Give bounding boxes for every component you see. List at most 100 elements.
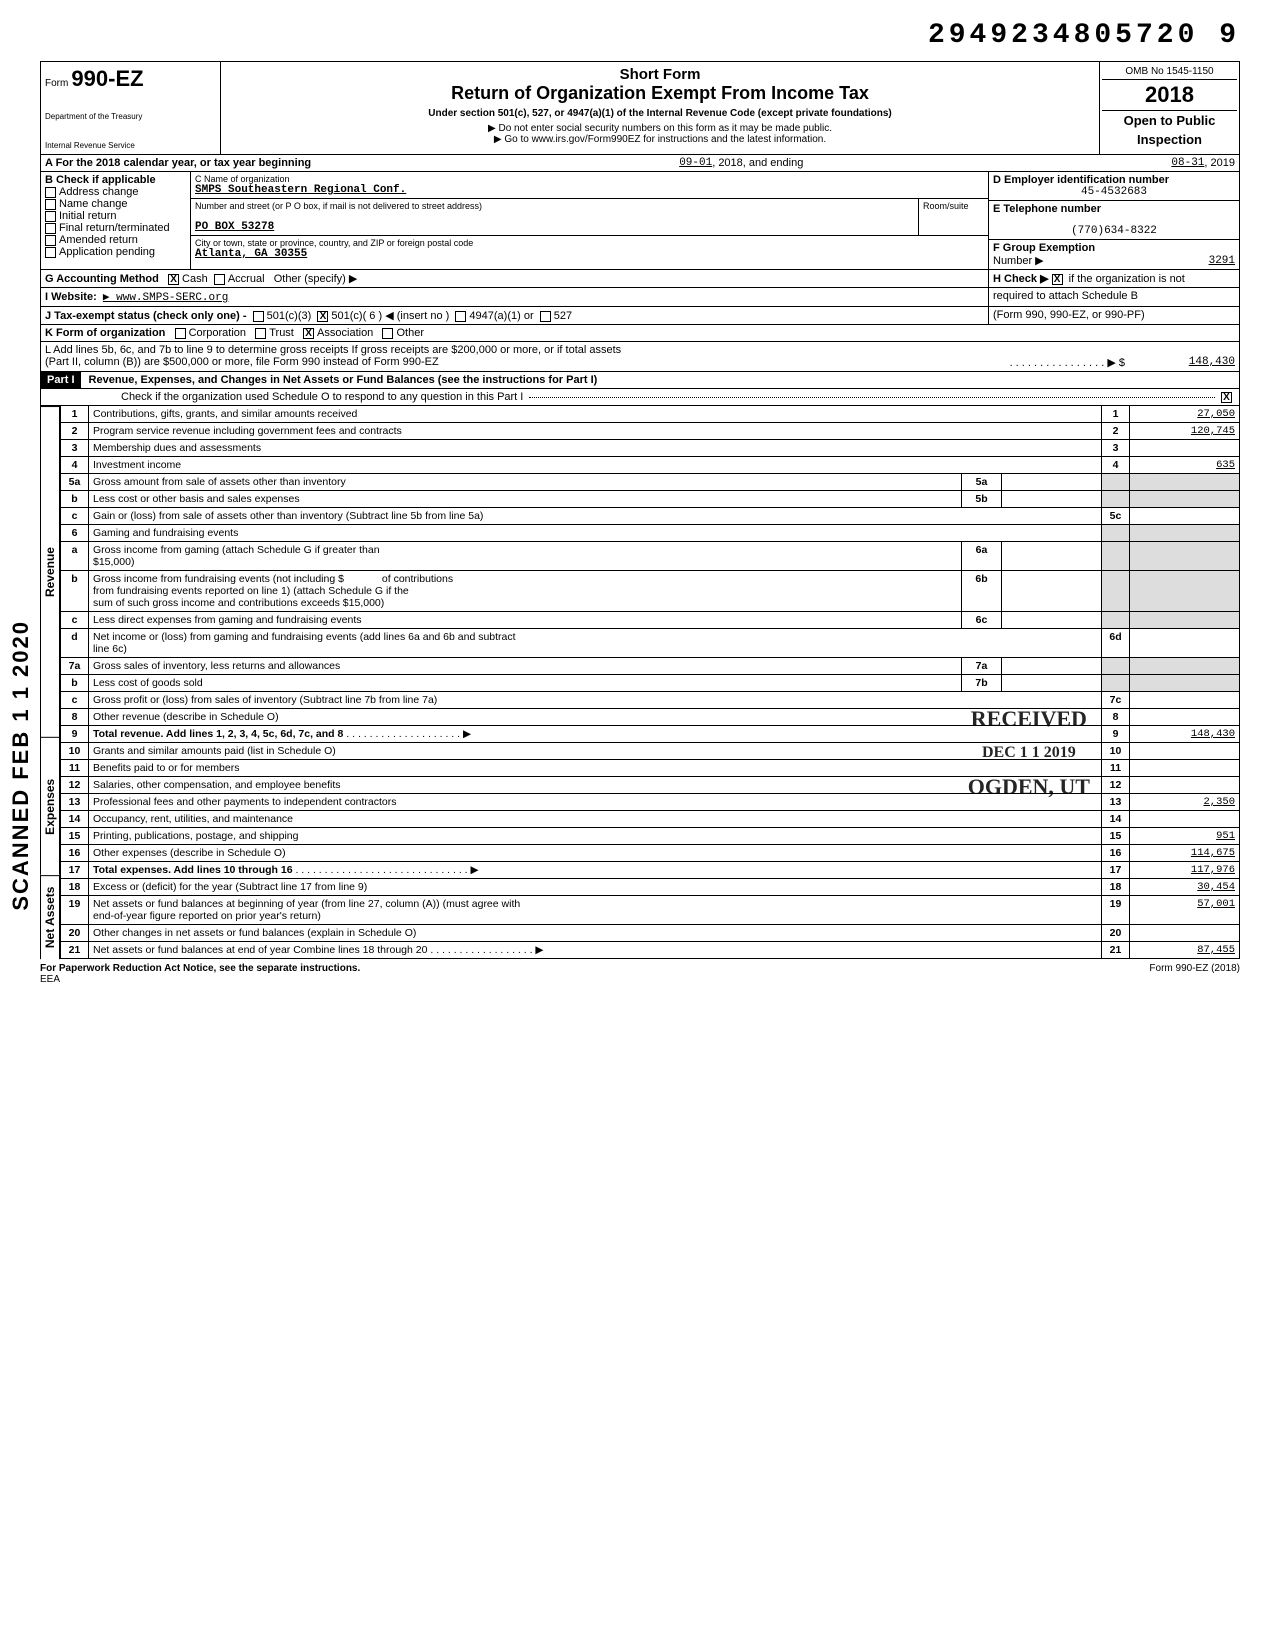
n7a: 7a (61, 658, 89, 675)
l-value: 148,430 (1125, 356, 1235, 369)
chk-amended[interactable] (45, 235, 56, 246)
chk-cash[interactable] (168, 274, 179, 285)
r13: 13 (1102, 794, 1130, 811)
n1: 1 (61, 406, 89, 423)
a20 (1130, 925, 1240, 942)
document-number: 2949234805720 9 (40, 20, 1240, 51)
n20: 20 (61, 925, 89, 942)
t6d2: line 6c) (93, 643, 127, 655)
a-begin: 09-01 (679, 157, 712, 169)
r7c: 7c (1102, 692, 1130, 709)
t6b4: sum of such gross income and contributio… (93, 597, 384, 609)
t16: Other expenses (describe in Schedule O) (93, 847, 286, 859)
b1: Name change (59, 198, 128, 210)
s6b: 6b (962, 571, 1002, 612)
j-a1: 4947(a)(1) or (469, 310, 533, 322)
t21: Net assets or fund balances at end of ye… (93, 944, 427, 956)
r12: 12 (1102, 777, 1130, 794)
k-trust: Trust (269, 327, 294, 339)
r10: 10 (1102, 743, 1130, 760)
t8: Other revenue (describe in Schedule O) (93, 711, 279, 723)
a16: 114,675 (1130, 845, 1240, 862)
t11: Benefits paid to or for members (93, 762, 239, 774)
l-text1: L Add lines 5b, 6c, and 7b to line 9 to … (45, 344, 1235, 356)
chk-accrual[interactable] (214, 274, 225, 285)
f-label: F Group Exemption (993, 242, 1095, 254)
a1: 27,050 (1130, 406, 1240, 423)
t5c: Gain or (loss) from sale of assets other… (93, 510, 483, 522)
n4: 4 (61, 457, 89, 474)
n2: 2 (61, 423, 89, 440)
side-revenue: Revenue (40, 406, 60, 737)
form-label: Form (45, 78, 68, 89)
g-cash: Cash (182, 273, 208, 285)
title-main: Return of Organization Exempt From Incom… (225, 83, 1095, 104)
n16: 16 (61, 845, 89, 862)
t7b: Less cost of goods sold (93, 677, 203, 689)
chk-name[interactable] (45, 199, 56, 210)
s7b: 7b (962, 675, 1002, 692)
t19: Net assets or fund balances at beginning… (93, 898, 520, 910)
chk-501c[interactable] (317, 311, 328, 322)
chk-other-org[interactable] (382, 328, 393, 339)
chk-trust[interactable] (255, 328, 266, 339)
a19: 57,001 (1130, 896, 1240, 925)
ein: 45-4532683 (993, 186, 1235, 198)
t15: Printing, publications, postage, and shi… (93, 830, 298, 842)
k-other: Other (396, 327, 424, 339)
r6d: 6d (1102, 629, 1130, 658)
t7a: Gross sales of inventory, less returns a… (93, 660, 340, 672)
t19b: end-of-year figure reported on prior yea… (93, 910, 321, 922)
chk-h[interactable] (1052, 274, 1063, 285)
s6c: 6c (962, 612, 1002, 629)
n5b: b (61, 491, 89, 508)
r8: 8 (1102, 709, 1130, 726)
n7c: c (61, 692, 89, 709)
chk-assoc[interactable] (303, 328, 314, 339)
t12: Salaries, other compensation, and employ… (93, 779, 340, 791)
n7b: b (61, 675, 89, 692)
b0: Address change (59, 186, 139, 198)
i-label: I Website: (45, 291, 97, 303)
chk-corp[interactable] (175, 328, 186, 339)
n21: 21 (61, 942, 89, 959)
n8: 8 (61, 709, 89, 726)
chk-initial[interactable] (45, 211, 56, 222)
chk-final[interactable] (45, 223, 56, 234)
r15: 15 (1102, 828, 1130, 845)
a4: 635 (1130, 457, 1240, 474)
side-expenses: Expenses (40, 737, 60, 875)
s5a: 5a (962, 474, 1002, 491)
s7a: 7a (962, 658, 1002, 675)
b4: Amended return (59, 234, 138, 246)
group-exemption: 3291 (1095, 255, 1235, 267)
h-text: if the organization is not (1069, 273, 1185, 285)
t5a: Gross amount from sale of assets other t… (93, 476, 346, 488)
chk-501c3[interactable] (253, 311, 264, 322)
r20: 20 (1102, 925, 1130, 942)
n17: 17 (61, 862, 89, 879)
chk-4947[interactable] (455, 311, 466, 322)
t6a: Gross income from gaming (attach Schedul… (93, 544, 380, 556)
t3: Membership dues and assessments (93, 442, 261, 454)
h-text3: (Form 990, 990-EZ, or 990-PF) (989, 307, 1239, 324)
chk-address[interactable] (45, 187, 56, 198)
n6: 6 (61, 525, 89, 542)
side-netassets: Net Assets (40, 875, 60, 959)
t14: Occupancy, rent, utilities, and maintena… (93, 813, 293, 825)
a-end: 08-31 (1171, 157, 1204, 169)
org-addr: PO BOX 53278 (195, 221, 914, 233)
b3: Final return/terminated (59, 222, 170, 234)
g-label: G Accounting Method (45, 273, 159, 285)
chk-527[interactable] (540, 311, 551, 322)
chk-part1-scho[interactable] (1221, 392, 1232, 403)
h-label: H Check ▶ (993, 273, 1049, 285)
k-label: K Form of organization (45, 327, 165, 339)
footer-left: For Paperwork Reduction Act Notice, see … (40, 963, 360, 974)
form-number: 990-EZ (71, 66, 143, 91)
phone: (770)634-8322 (993, 225, 1235, 237)
n5a: 5a (61, 474, 89, 491)
part1-title: Revenue, Expenses, and Changes in Net As… (81, 374, 598, 386)
stamp-date: DEC 1 1 2019 (968, 744, 1090, 762)
chk-pending[interactable] (45, 247, 56, 258)
